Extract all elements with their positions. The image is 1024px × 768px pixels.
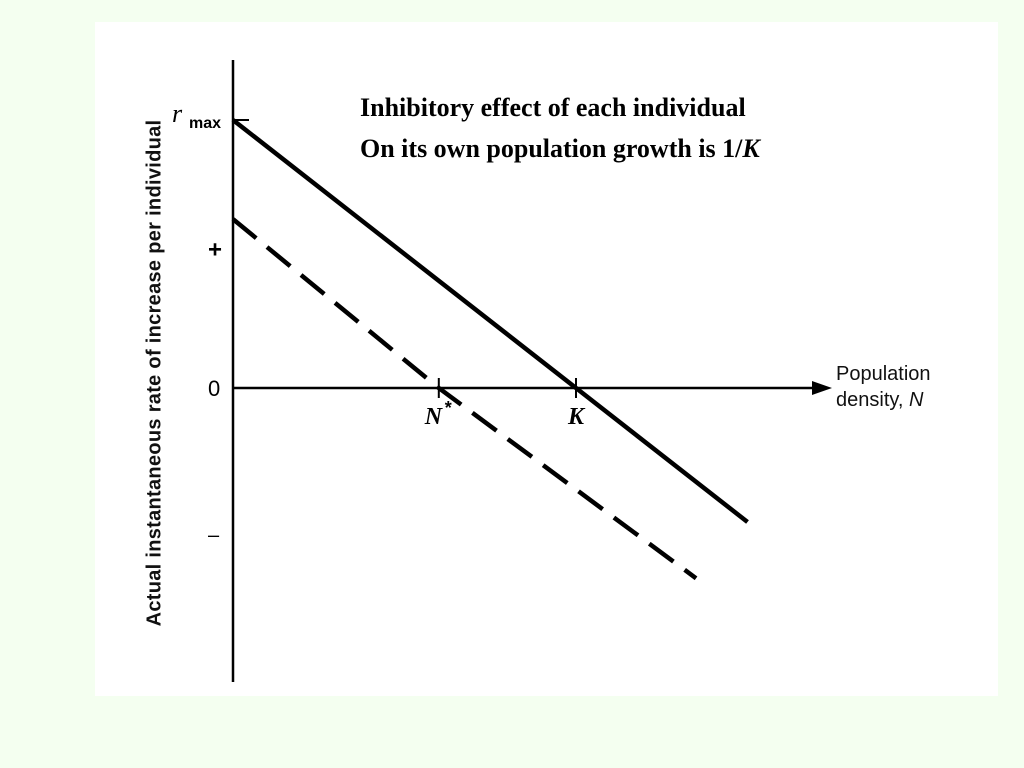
series-line-solid: [231, 118, 749, 524]
x-tick-label-k: K: [567, 404, 586, 430]
series-line-dashed: [231, 217, 698, 581]
y-axis-label: Actual instantaneous rate of increase pe…: [143, 119, 166, 627]
chart-title-line-1: Inhibitory effect of each individual: [360, 93, 746, 122]
x-axis-label-line-2: density, N: [836, 389, 924, 411]
y-tick-label-rmax: r: [172, 99, 183, 128]
x-axis-label-line-1: Population: [836, 363, 931, 385]
y-tick-label-plus: +: [208, 237, 222, 264]
x-axis-label: Population density, N: [836, 361, 931, 413]
y-tick-label-minus: –: [208, 524, 220, 546]
x-axis-arrowhead: [812, 381, 832, 395]
title-k-variable: K: [742, 134, 760, 163]
chart-title-line-2: On its own population growth is 1/K: [360, 134, 760, 163]
x-axis-label-variable: N: [909, 389, 924, 411]
x-tick-label-nstar-superscript: *: [445, 398, 452, 418]
figure-panel: [95, 22, 998, 696]
x-tick-label-nstar: N: [424, 404, 444, 430]
y-tick-label-rmax-subscript: max: [189, 115, 221, 132]
y-tick-label-zero: 0: [208, 376, 220, 401]
